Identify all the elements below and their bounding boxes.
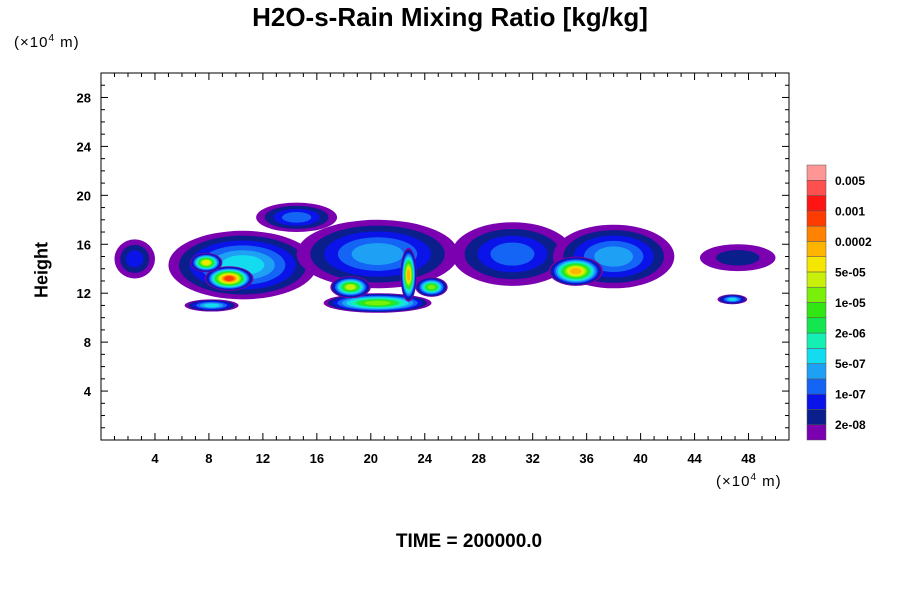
- colorbar-label: 2e-08: [835, 418, 866, 432]
- colorbar-label: 0.001: [835, 204, 865, 218]
- contour-region-14-level-12: [570, 268, 582, 275]
- colorbar-label: 1e-07: [835, 388, 866, 402]
- contour-region-5-level-4: [594, 246, 634, 267]
- y-tick-label: 4: [84, 384, 92, 399]
- contour-region-11-level-11: [202, 260, 210, 265]
- colorbar-swatch: [806, 210, 827, 227]
- colorbar-label: 0.0002: [835, 235, 872, 249]
- colorbar-swatch: [806, 241, 827, 257]
- y-tick-label: 28: [77, 90, 91, 105]
- colorbar-swatch: [806, 302, 827, 319]
- contour-region-3-level-3: [281, 212, 312, 223]
- colorbar-label: 1e-05: [835, 296, 866, 310]
- y-tick-label: 16: [77, 237, 91, 252]
- x-tick-label: 36: [579, 451, 593, 466]
- colorbar-swatch: [806, 180, 827, 196]
- x-axis-unit: (×104 m): [716, 472, 782, 490]
- contour-region-7-level-5: [203, 303, 220, 308]
- x-tick-label: 40: [633, 451, 647, 466]
- y-tick-label: 20: [77, 188, 91, 203]
- contour-region-15-level-9: [427, 284, 436, 290]
- y-tick-label: 24: [77, 139, 92, 154]
- x-tick-label: 12: [256, 451, 270, 466]
- y-tick-label: 8: [84, 335, 91, 350]
- contour-region-6-level-1: [716, 249, 760, 266]
- colorbar-swatch: [806, 286, 827, 303]
- colorbar-swatch: [806, 317, 827, 334]
- x-tick-label: 32: [525, 451, 539, 466]
- colorbar-label: 0.005: [835, 174, 865, 188]
- contour-region-9-level-5: [728, 297, 737, 301]
- contour-region-12-level-12: [406, 269, 411, 281]
- x-tick-label: 16: [310, 451, 324, 466]
- colorbar-swatch: [806, 256, 827, 273]
- colorbar-swatch: [806, 332, 827, 349]
- time-label: TIME = 200000.0: [395, 531, 543, 552]
- y-axis-unit: (×104 m): [14, 33, 80, 51]
- colorbar-label: 5e-05: [835, 265, 866, 279]
- colorbar-swatch: [806, 378, 827, 395]
- colorbar: 2e-08 1e-07 5e-07 2e-06 1e-05 5e-05 0.0002 0.00…: [806, 164, 872, 441]
- colorbar-swatch: [806, 363, 827, 380]
- contour-field: [114, 202, 776, 313]
- colorbar-swatch: [806, 271, 827, 288]
- x-tick-label: 28: [471, 451, 485, 466]
- colorbar-swatch: [806, 164, 827, 181]
- colorbar-swatch: [806, 225, 827, 242]
- y-tick-label: 12: [77, 286, 91, 301]
- colorbar-label: 2e-06: [835, 327, 866, 341]
- x-tick-label: 8: [205, 451, 212, 466]
- chart-title: H2O-s-Rain Mixing Ratio [kg/kg]: [252, 2, 648, 32]
- contour-region-13-level-10: [345, 284, 356, 290]
- colorbar-swatch: [806, 348, 827, 364]
- colorbar-swatch: [806, 393, 827, 410]
- colorbar-swatch: [806, 195, 827, 212]
- colorbar-swatch: [806, 424, 827, 441]
- x-tick-label: 48: [741, 451, 755, 466]
- colorbar-label: 5e-07: [835, 357, 866, 371]
- contour-region-2-level-4: [351, 243, 404, 266]
- contour-region-8-level-9: [364, 300, 391, 306]
- x-tick-label: 24: [418, 451, 433, 466]
- x-tick-label: 44: [687, 451, 702, 466]
- contour-region-10-level-14: [224, 275, 235, 282]
- x-tick-label: 4: [151, 451, 159, 466]
- contour-region-0-level-2: [125, 250, 144, 268]
- colorbar-swatch: [806, 409, 827, 425]
- contour-region-4-level-3: [490, 242, 535, 266]
- x-tick-label: 20: [364, 451, 378, 466]
